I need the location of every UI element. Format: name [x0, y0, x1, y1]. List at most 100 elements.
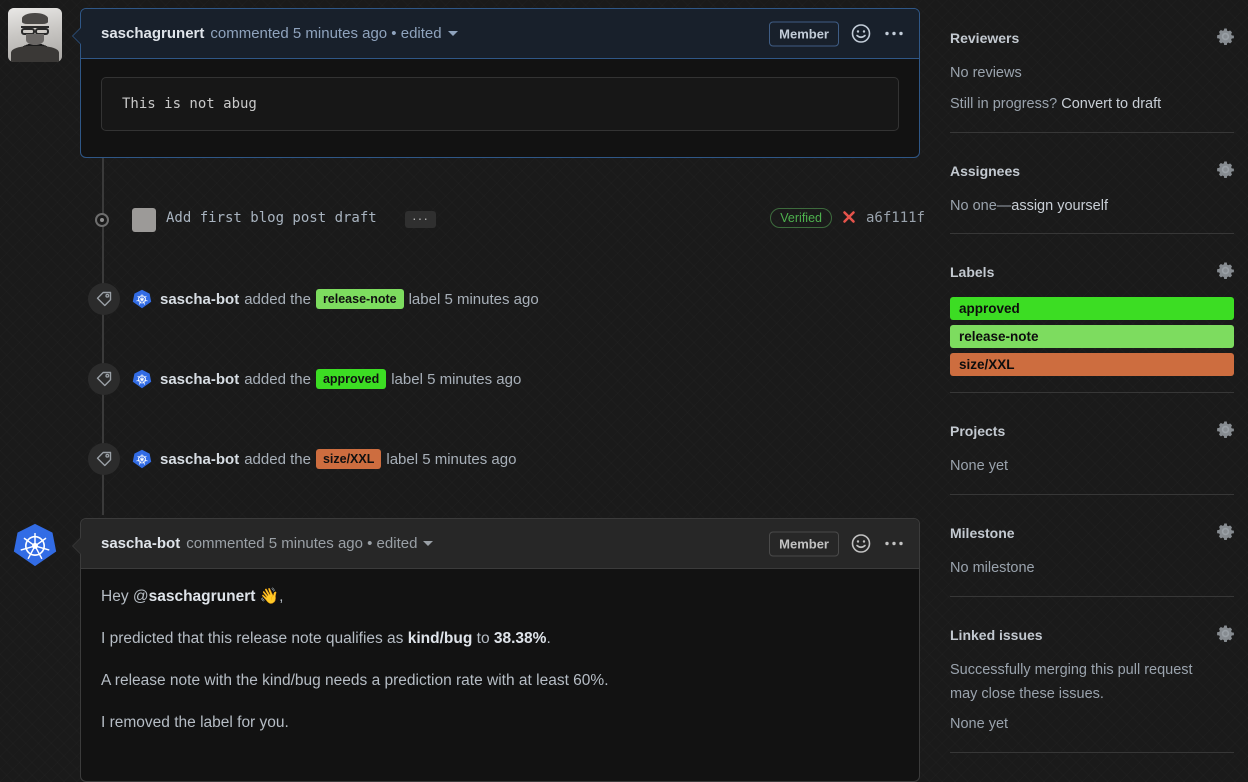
- event-text: sascha-bot added the size/XXL label 5 mi…: [132, 443, 516, 475]
- commit-dot-icon: [95, 213, 109, 227]
- comment-header-actions: Member: [769, 531, 905, 556]
- code-block: This is not abug: [101, 77, 899, 131]
- divider: [950, 131, 1234, 133]
- gear-icon[interactable]: [1217, 421, 1234, 441]
- avatar-glasses: [20, 25, 50, 36]
- event-author[interactable]: sascha-bot: [160, 450, 240, 468]
- status-badge: Member: [769, 21, 839, 46]
- comment-header: saschagrunert commented 5 minutes ago • …: [81, 9, 919, 59]
- mention-saschagrunert[interactable]: saschagrunert: [148, 588, 256, 605]
- assignees-empty-row: No one—assign yourself: [950, 196, 1234, 218]
- sidebar-section-header: Labels: [950, 262, 1234, 282]
- sidebar-title-projects: Projects: [950, 423, 1006, 440]
- event-action: added the: [244, 450, 311, 468]
- commit-row: Add first blog post draft ··· Verified a…: [80, 200, 925, 240]
- divider: [950, 494, 1234, 495]
- event-label-badge[interactable]: approved: [315, 369, 387, 389]
- comment-header-actions: Member: [769, 21, 905, 46]
- tag-icon: [88, 443, 120, 475]
- sidebar-title-linked-issues: Linked issues: [950, 626, 1043, 643]
- sidebar-title-reviewers: Reviewers: [950, 30, 1020, 46]
- gear-icon[interactable]: [1217, 161, 1234, 181]
- label-approved[interactable]: approved: [950, 297, 1234, 321]
- gear-icon[interactable]: [1217, 523, 1234, 543]
- sidebar-title-labels: Labels: [950, 264, 995, 281]
- kubernetes-logo-icon: [132, 369, 152, 389]
- assign-yourself-link[interactable]: assign yourself: [1011, 197, 1108, 214]
- gear-icon[interactable]: [1217, 262, 1234, 282]
- comment-body: This is not abug: [81, 59, 919, 149]
- sidebar-section-labels: Labels approved release-note size/XXL: [950, 262, 1234, 421]
- sidebar-section-header: Linked issues: [950, 625, 1234, 645]
- comment-card-sascha-bot: sascha-bot commented 5 minutes ago • edi…: [72, 518, 920, 782]
- commit-message[interactable]: Add first blog post draft: [166, 210, 377, 226]
- comment-header: sascha-bot commented 5 minutes ago • edi…: [81, 519, 919, 569]
- convert-to-draft-link[interactable]: Convert to draft: [1061, 95, 1162, 112]
- event-action: added the: [244, 290, 311, 308]
- kebab-horizontal-icon[interactable]: [883, 534, 905, 554]
- wave-emoji: 👋: [259, 588, 280, 605]
- avatar-hair: [22, 13, 48, 25]
- assignees-empty-prefix: No one—: [950, 197, 1012, 214]
- prediction-paragraph: I predicted that this release note quali…: [101, 630, 551, 647]
- avatar[interactable]: [8, 8, 62, 62]
- event-text: sascha-bot added the release-note label …: [132, 283, 539, 315]
- comment-card-saschagrunert: saschagrunert commented 5 minutes ago • …: [72, 8, 920, 158]
- timeline-event-release-note: sascha-bot added the release-note label …: [80, 283, 920, 319]
- sidebar-section-assignees: Assignees No one—assign yourself: [950, 161, 1234, 263]
- divider: [950, 233, 1234, 235]
- sidebar-section-header: Milestone: [950, 523, 1234, 543]
- commit-expand-button[interactable]: ···: [405, 211, 436, 228]
- tag-icon: [88, 363, 120, 395]
- event-action: added the: [244, 370, 311, 388]
- sidebar-section-reviewers: Reviewers No reviews Still in progress? …: [950, 28, 1234, 161]
- comment-meta: commented 5 minutes ago • edited: [186, 535, 418, 552]
- kebab-horizontal-icon[interactable]: [883, 24, 905, 44]
- commit-sha[interactable]: a6f111f: [865, 210, 925, 226]
- linked-issues-help-line1: Successfully merging this pull request: [950, 661, 1193, 678]
- gear-icon[interactable]: [1217, 28, 1234, 48]
- greeting-paragraph: Hey @saschagrunert 👋,: [101, 588, 284, 605]
- event-text: sascha-bot added the approved label 5 mi…: [132, 363, 521, 395]
- smiley-icon[interactable]: [851, 24, 871, 44]
- sidebar-section-linked-issues: Linked issues Successfully merging this …: [950, 625, 1234, 781]
- divider: [950, 752, 1234, 753]
- comment-author[interactable]: sascha-bot: [101, 535, 181, 552]
- divider: [950, 595, 1234, 597]
- comment-author[interactable]: saschagrunert: [101, 25, 205, 42]
- chevron-down-icon[interactable]: [423, 541, 434, 546]
- timeline-rail: [102, 155, 104, 515]
- commit-author-avatar[interactable]: [132, 208, 156, 232]
- kubernetes-logo-icon: [132, 449, 152, 469]
- event-label-badge[interactable]: size/XXL: [315, 449, 382, 469]
- avatar-beard: [25, 33, 45, 45]
- event-label-badge[interactable]: release-note: [315, 289, 404, 309]
- label-release-note[interactable]: release-note: [950, 325, 1234, 349]
- label-size-xxl[interactable]: size/XXL: [950, 353, 1234, 377]
- x-circle-icon[interactable]: [841, 209, 857, 228]
- avatar-kubernetes-logo-icon[interactable]: [12, 522, 58, 568]
- sidebar: Reviewers No reviews Still in progress? …: [940, 0, 1248, 782]
- sidebar-section-header: Assignees: [950, 161, 1234, 181]
- sidebar-section-header: Reviewers: [950, 28, 1234, 48]
- verified-badge[interactable]: Verified: [770, 208, 832, 228]
- comment-body: Hey @saschagrunert 👋, I predicted that t…: [81, 569, 919, 750]
- tag-icon: [88, 283, 120, 315]
- draft-prefix: Still in progress?: [950, 95, 1062, 112]
- event-author[interactable]: sascha-bot: [160, 370, 240, 388]
- timeline-event-size-xxl: sascha-bot added the size/XXL label 5 mi…: [80, 443, 920, 479]
- linked-issues-help-line2: may close these issues.: [950, 685, 1104, 702]
- event-suffix: label 5 minutes ago: [408, 290, 539, 308]
- chevron-down-icon[interactable]: [447, 31, 458, 36]
- sidebar-title-milestone: Milestone: [950, 525, 1015, 541]
- removal-paragraph: I removed the label for you.: [101, 714, 289, 731]
- event-author[interactable]: sascha-bot: [160, 290, 240, 308]
- divider: [950, 392, 1234, 394]
- linked-issues-empty-text: None yet: [950, 716, 1009, 733]
- gear-icon[interactable]: [1217, 625, 1234, 645]
- smiley-icon[interactable]: [851, 534, 871, 554]
- comment-arrow-fill: [73, 538, 81, 554]
- sidebar-section-milestone: Milestone No milestone: [950, 523, 1234, 625]
- avatar-shirt: [11, 45, 59, 62]
- convert-to-draft-row: Still in progress? Convert to draft: [950, 94, 1234, 116]
